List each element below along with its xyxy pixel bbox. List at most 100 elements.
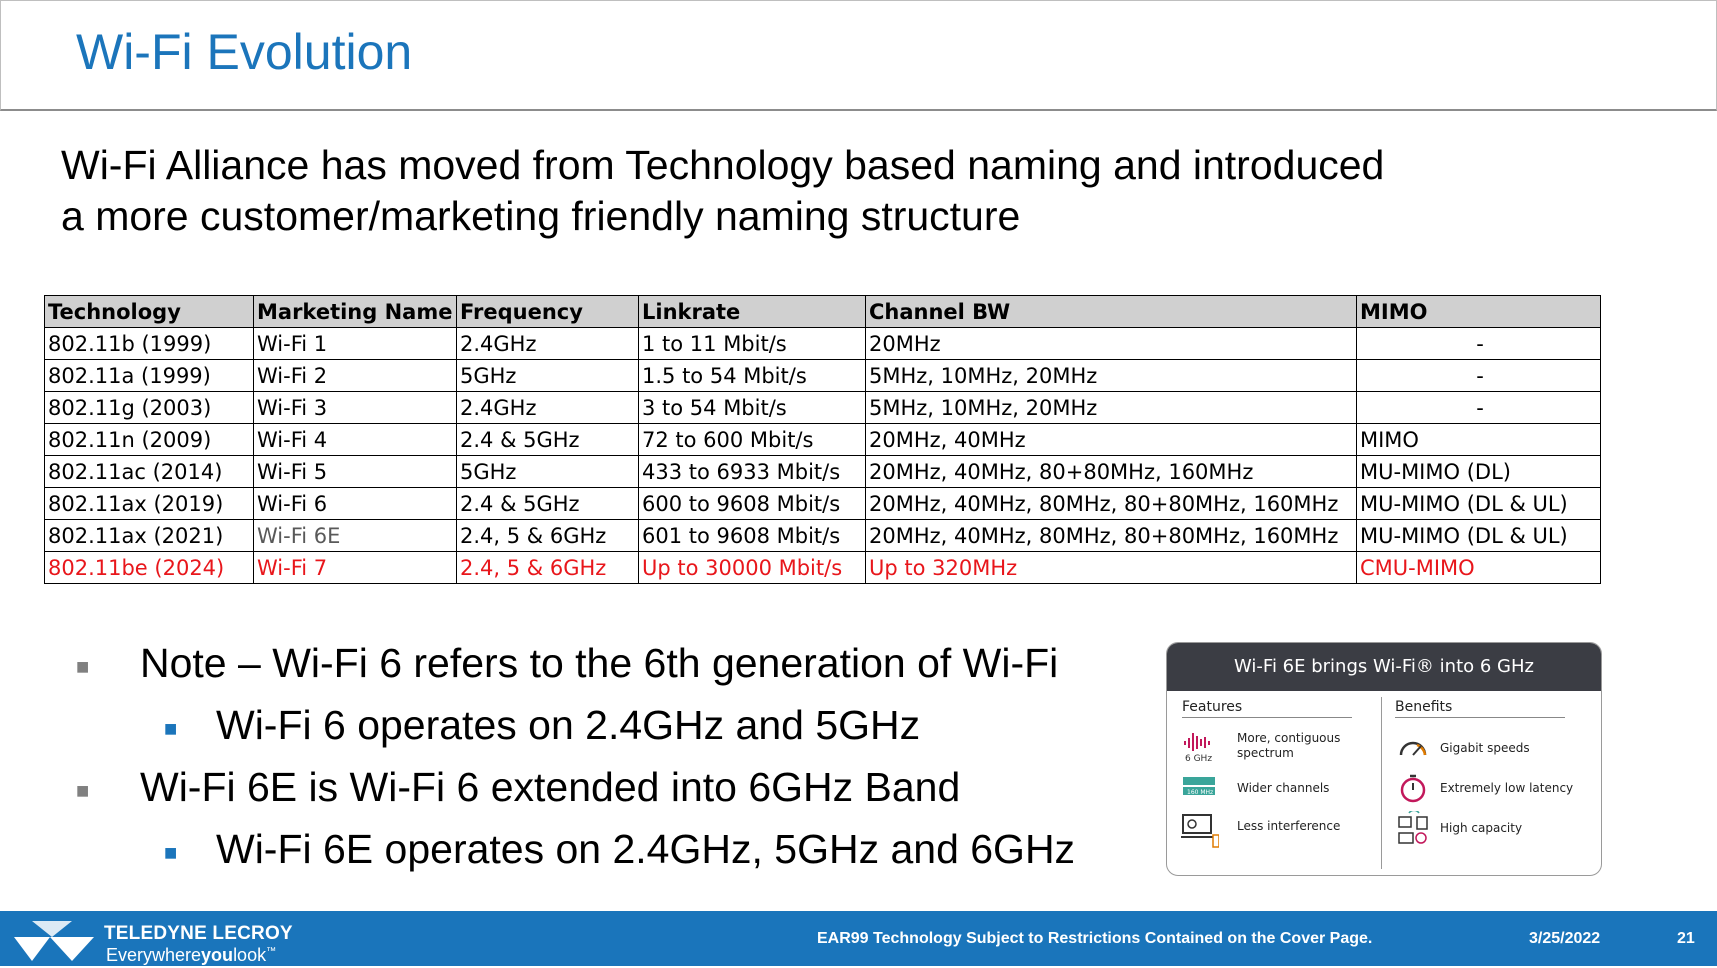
feature-item: 160 MHz Wider channels: [1179, 771, 1379, 807]
cell-technology: 802.11n (2009): [44, 423, 254, 456]
note-item: ■ Note – Wi-Fi 6 refers to the 6th gener…: [76, 640, 1156, 702]
square-bullet-icon: ■: [164, 840, 178, 865]
cell-frequency: 5GHz: [456, 359, 639, 392]
feature-text: Wider channels: [1237, 781, 1330, 795]
cell-linkrate: 600 to 9608 Mbit/s: [638, 487, 866, 520]
cell-marketing-name: Wi-Fi 7: [253, 551, 457, 584]
wifi-6e-infographic: Wi-Fi 6E brings Wi-Fi® into 6 GHz Featur…: [1166, 642, 1602, 876]
cell-linkrate: 601 to 9608 Mbit/s: [638, 519, 866, 552]
cell-linkrate: 433 to 6933 Mbit/s: [638, 455, 866, 488]
table-header-row: Technology Marketing Name Frequency Link…: [44, 295, 1601, 328]
interference-icon: [1179, 811, 1220, 848]
cell-channel-bw: 5MHz, 10MHz, 20MHz: [865, 391, 1357, 424]
table-row: 802.11g (2003) Wi-Fi 3 2.4GHz 3 to 54 Mb…: [44, 391, 1601, 424]
cell-channel-bw: 20MHz, 40MHz: [865, 423, 1357, 456]
cell-technology: 802.11be (2024): [44, 551, 254, 584]
square-bullet-icon: ■: [76, 778, 90, 803]
cell-marketing-name: Wi-Fi 6E: [253, 519, 457, 552]
cell-marketing-name: Wi-Fi 4: [253, 423, 457, 456]
benefit-item: Extremely low latency: [1395, 771, 1595, 807]
feature-item: 6 GHz More, contiguous spectrum: [1179, 727, 1379, 764]
table-row: 802.11a (1999) Wi-Fi 2 5GHz 1.5 to 54 Mb…: [44, 359, 1601, 392]
square-bullet-icon: ■: [164, 716, 178, 741]
cell-linkrate: 1.5 to 54 Mbit/s: [638, 359, 866, 392]
teledyne-lecroy-logo: TELEDYNE LECROY Everywhereyoulook™: [10, 917, 310, 965]
devices-icon: [1395, 809, 1435, 847]
intro-line-2: a more customer/marketing friendly namin…: [61, 193, 1021, 239]
slide-title: Wi-Fi Evolution: [76, 24, 413, 80]
cell-channel-bw: 20MHz: [865, 327, 1357, 360]
cell-mimo: MU-MIMO (DL): [1356, 455, 1601, 488]
features-column: Features 6 GHz More, contiguous spectrum: [1167, 697, 1382, 869]
table-row: 802.11b (1999) Wi-Fi 1 2.4GHz 1 to 11 Mb…: [44, 327, 1601, 360]
page-number: 21: [1677, 930, 1695, 947]
header-marketing-name: Marketing Name: [253, 295, 457, 328]
cell-channel-bw: 20MHz, 40MHz, 80+80MHz, 160MHz: [865, 455, 1357, 488]
benefit-item: Gigabit speeds: [1395, 731, 1595, 767]
cell-frequency: 5GHz: [456, 455, 639, 488]
cell-technology: 802.11ax (2021): [44, 519, 254, 552]
feature-item: Less interference: [1179, 811, 1379, 848]
cell-marketing-name: Wi-Fi 6: [253, 487, 457, 520]
cell-mimo: MU-MIMO (DL & UL): [1356, 519, 1601, 552]
intro-text: Wi-Fi Alliance has moved from Technology…: [61, 140, 1561, 242]
benefit-text: Gigabit speeds: [1440, 741, 1530, 755]
cell-frequency: 2.4, 5 & 6GHz: [456, 519, 639, 552]
feature-text: More, contiguous spectrum: [1237, 731, 1341, 760]
speedometer-icon: [1395, 731, 1435, 767]
cell-technology: 802.11a (1999): [44, 359, 254, 392]
header-mimo: MIMO: [1356, 295, 1601, 328]
note-item: ■ Wi-Fi 6E operates on 2.4GHz, 5GHz and …: [76, 826, 1156, 888]
spectrum-icon: 6 GHz: [1179, 727, 1219, 764]
channels-icon: 160 MHz: [1179, 771, 1219, 807]
cell-channel-bw: 5MHz, 10MHz, 20MHz: [865, 359, 1357, 392]
table-row-highlight: 802.11be (2024) Wi-Fi 7 2.4, 5 & 6GHz Up…: [44, 551, 1601, 584]
cell-marketing-name: Wi-Fi 5: [253, 455, 457, 488]
slide-footer: TELEDYNE LECROY Everywhereyoulook™ EAR99…: [0, 911, 1717, 966]
table-row: 802.11ax (2021) Wi-Fi 6E 2.4, 5 & 6GHz 6…: [44, 519, 1601, 552]
note-text: Wi-Fi 6 operates on 2.4GHz and 5GHz: [216, 702, 921, 748]
table-row: 802.11ax (2019) Wi-Fi 6 2.4 & 5GHz 600 t…: [44, 487, 1601, 520]
feature-text: Less interference: [1237, 819, 1341, 833]
cell-technology: 802.11ac (2014): [44, 455, 254, 488]
header-frequency: Frequency: [456, 295, 639, 328]
svg-text:160 MHz: 160 MHz: [1187, 789, 1213, 796]
cell-marketing-name: Wi-Fi 1: [253, 327, 457, 360]
cell-mimo: -: [1356, 327, 1601, 360]
note-item: ■ Wi-Fi 6 operates on 2.4GHz and 5GHz: [76, 702, 1156, 764]
cell-channel-bw: 20MHz, 40MHz, 80MHz, 80+80MHz, 160MHz: [865, 487, 1357, 520]
intro-line-1: Wi-Fi Alliance has moved from Technology…: [61, 142, 1385, 188]
cell-linkrate: 1 to 11 Mbit/s: [638, 327, 866, 360]
cell-channel-bw: 20MHz, 40MHz, 80MHz, 80+80MHz, 160MHz: [865, 519, 1357, 552]
benefits-column: Benefits Gigabit speeds Extremely low la…: [1383, 697, 1597, 869]
benefits-label: Benefits: [1395, 699, 1565, 718]
cell-mimo: MU-MIMO (DL & UL): [1356, 487, 1601, 520]
table-row: 802.11n (2009) Wi-Fi 4 2.4 & 5GHz 72 to …: [44, 423, 1601, 456]
footer-date: 3/25/2022: [1529, 930, 1601, 947]
svg-text:6 GHz: 6 GHz: [1185, 754, 1212, 763]
note-text: Wi-Fi 6E is Wi-Fi 6 extended into 6GHz B…: [140, 764, 961, 810]
header-channel-bw: Channel BW: [865, 295, 1357, 328]
notes-list: ■ Note – Wi-Fi 6 refers to the 6th gener…: [76, 640, 1156, 888]
square-bullet-icon: ■: [76, 654, 90, 679]
note-item: ■ Wi-Fi 6E is Wi-Fi 6 extended into 6GHz…: [76, 764, 1156, 826]
cell-linkrate: 72 to 600 Mbit/s: [638, 423, 866, 456]
cell-technology: 802.11b (1999): [44, 327, 254, 360]
cell-marketing-name: Wi-Fi 3: [253, 391, 457, 424]
header-linkrate: Linkrate: [638, 295, 866, 328]
cell-frequency: 2.4, 5 & 6GHz: [456, 551, 639, 584]
cell-linkrate: Up to 30000 Mbit/s: [638, 551, 866, 584]
cell-technology: 802.11g (2003): [44, 391, 254, 424]
cell-mimo: -: [1356, 391, 1601, 424]
cell-marketing-name: Wi-Fi 2: [253, 359, 457, 392]
cell-mimo: MIMO: [1356, 423, 1601, 456]
header-technology: Technology: [44, 295, 254, 328]
cell-frequency: 2.4GHz: [456, 391, 639, 424]
footer-notice: EAR99 Technology Subject to Restrictions…: [817, 930, 1373, 947]
benefit-text: Extremely low latency: [1440, 781, 1574, 795]
infographic-title: Wi-Fi 6E brings Wi-Fi® into 6 GHz: [1167, 643, 1601, 691]
cell-mimo: CMU-MIMO: [1356, 551, 1601, 584]
features-label: Features: [1182, 699, 1352, 718]
stopwatch-icon: [1395, 771, 1435, 807]
logo-brand-text: TELEDYNE LECROY: [104, 923, 293, 944]
